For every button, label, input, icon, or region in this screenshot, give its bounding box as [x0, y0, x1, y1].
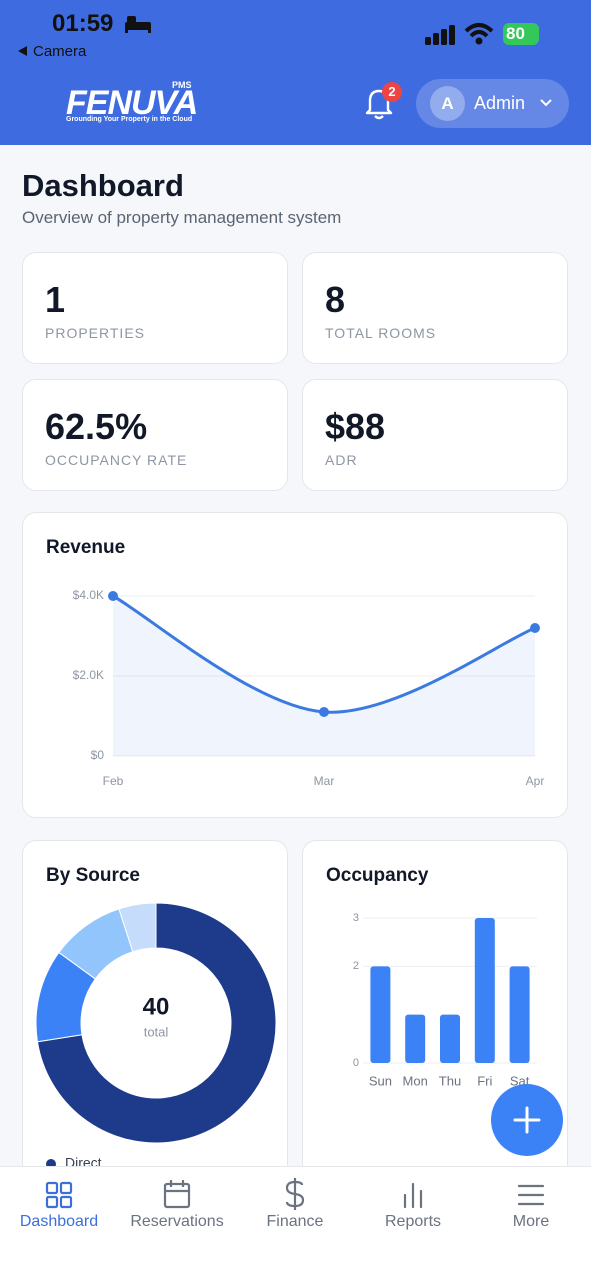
nav-item[interactable]: More	[472, 1167, 590, 1281]
revenue-chart: Revenue $0 $2.0K $4.0K Feb Mar Apr	[46, 537, 545, 788]
source-card: By Source 40 total Direct	[22, 840, 288, 1166]
nav-icon	[517, 1184, 545, 1206]
nav-label[interactable]: Finance	[266, 1213, 324, 1230]
y-tick-label: 0	[353, 1057, 359, 1069]
nav-item[interactable]: Finance	[236, 1167, 354, 1281]
x-tick-label: Apr	[526, 774, 545, 788]
nav-label[interactable]: More	[512, 1213, 550, 1230]
sleep-icon	[125, 16, 151, 33]
user-avatar: A	[430, 86, 465, 121]
y-tick-label: $0	[91, 748, 105, 762]
page-subtitle: Overview of property management system	[22, 208, 342, 227]
bar	[474, 918, 495, 1063]
nav-icon	[403, 1182, 423, 1209]
stat-label: OCCUPANCY RATE	[45, 452, 188, 468]
chevron-down	[540, 99, 552, 107]
donut-segment	[36, 902, 277, 1144]
donut-total-label: total	[144, 1024, 169, 1039]
nav-item[interactable]: Dashboard	[0, 1167, 118, 1281]
stat-value: $88	[325, 406, 386, 447]
page-title: Dashboard	[22, 168, 184, 203]
x-tick-label: Mar	[314, 774, 335, 788]
y-tick-label: 3	[353, 912, 359, 924]
bar	[405, 1014, 426, 1063]
bottom-nav: Dashboard Reservations Finance Reports M…	[0, 1166, 591, 1281]
legend-swatch	[46, 1159, 56, 1166]
nav-icon	[45, 1181, 73, 1209]
logo: FENUVA	[66, 84, 198, 122]
nav-item[interactable]: Reports	[354, 1167, 472, 1281]
stat-card: 62.5% OCCUPANCY RATE	[22, 379, 288, 491]
bar	[370, 966, 391, 1063]
bar	[509, 966, 530, 1063]
donut-total: 40	[143, 993, 170, 1020]
y-tick-label: $4.0K	[73, 588, 104, 602]
y-tick-label: $2.0K	[73, 668, 104, 682]
chart-title: Occupancy	[326, 865, 429, 886]
back-arrow[interactable]	[17, 45, 29, 57]
stat-card: 1 PROPERTIES	[22, 252, 288, 364]
notification-badge: 2	[382, 82, 402, 102]
logo-badge: PMS	[172, 80, 192, 90]
x-tick-label: Fri	[477, 1073, 492, 1088]
stat-label: ADR	[325, 452, 358, 468]
signal-icon	[425, 25, 455, 45]
nav-item[interactable]: Reservations	[118, 1167, 236, 1281]
nav-label[interactable]: Reservations	[130, 1213, 224, 1230]
legend-label: Direct	[65, 1155, 102, 1166]
back-label[interactable]: Camera	[33, 43, 87, 60]
stat-value: 8	[325, 279, 346, 320]
logo-tagline: Grounding Your Property in the Cloud	[66, 116, 193, 123]
stat-card: $88 ADR	[302, 379, 568, 491]
y-tick-label: 2	[353, 960, 359, 972]
chart-title: By Source	[46, 865, 140, 886]
battery	[503, 23, 539, 45]
x-tick-label: Thu	[439, 1073, 461, 1088]
stat-card: 8 TOTAL ROOMS	[302, 252, 568, 364]
add-button[interactable]	[487, 1080, 567, 1160]
point	[319, 707, 329, 717]
nav-icon	[285, 1178, 305, 1210]
nav-label[interactable]: Dashboard	[19, 1213, 99, 1230]
source-chart: By Source 40 total Direct	[35, 865, 277, 1166]
donut-segment	[118, 902, 157, 953]
user-name[interactable]: Admin	[474, 93, 526, 113]
nav-icon	[163, 1180, 191, 1209]
header: 01:59 Camera 80 FENUVA PMS Grounding You…	[0, 0, 591, 145]
stat-value: 1	[45, 279, 66, 320]
content: Dashboard Overview of property managemen…	[0, 145, 591, 1166]
battery-level: 80	[506, 24, 525, 43]
status-time: 01:59	[52, 10, 114, 37]
stat-label: TOTAL ROOMS	[325, 325, 437, 341]
nav-label[interactable]: Reports	[384, 1213, 442, 1230]
x-tick-label: Mon	[403, 1073, 428, 1088]
bar	[440, 1014, 460, 1063]
revenue-card: Revenue $0 $2.0K $4.0K Feb Mar Apr	[22, 512, 568, 818]
x-tick-label: Sun	[369, 1073, 392, 1088]
stat-value: 62.5%	[45, 406, 148, 447]
area	[113, 596, 535, 756]
stat-label: PROPERTIES	[45, 325, 145, 341]
point	[108, 591, 118, 601]
wifi-icon	[464, 23, 494, 45]
chart-title: Revenue	[46, 537, 125, 558]
point	[530, 623, 540, 633]
x-tick-label: Feb	[103, 774, 124, 788]
